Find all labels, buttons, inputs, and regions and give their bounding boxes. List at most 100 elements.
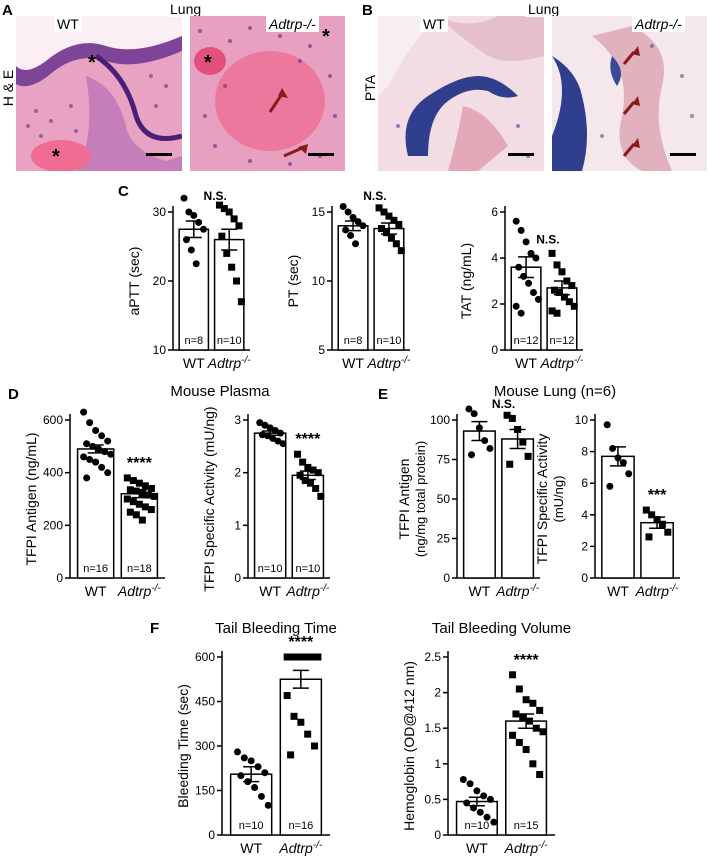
data-point-ko (522, 696, 530, 704)
data-point-ko (218, 232, 226, 240)
data-point-ko (304, 730, 312, 738)
y-axis-label: aPTT (sec) (126, 247, 142, 316)
he-tissue-label: Lung (167, 1, 205, 17)
y-tick-label: 1.5 (424, 721, 441, 735)
he-wt-texture (16, 16, 182, 171)
data-point-ko (293, 450, 301, 458)
panel-a-letter: A (2, 2, 13, 19)
data-point-ko (309, 466, 317, 474)
data-point-ko (301, 477, 309, 485)
scale-bar (146, 153, 172, 156)
data-point-ko (233, 277, 241, 285)
n-label: n=10 (239, 820, 264, 832)
y-tick-label: 6 (491, 205, 498, 219)
data-point-ko (237, 298, 245, 306)
data-point-ko (380, 208, 388, 216)
data-point-wt (344, 208, 352, 216)
n-label: n=8 (184, 335, 203, 347)
data-point-ko (565, 298, 573, 306)
significance-label: **** (288, 634, 314, 651)
data-point-wt (512, 217, 520, 225)
data-point-wt (606, 482, 614, 490)
data-point-ko (514, 425, 522, 433)
pta-wt-label: WT (420, 16, 448, 32)
y-tick-label: 0 (581, 571, 588, 585)
data-point-ko (307, 653, 315, 661)
significance-label: N.S. (204, 189, 227, 203)
data-point-ko (387, 234, 395, 242)
y-tick-label: 100 (430, 413, 450, 427)
he-ko-texture (190, 16, 345, 171)
data-point-wt (261, 421, 269, 429)
data-point-ko (506, 460, 514, 468)
data-point-wt (486, 795, 494, 803)
data-point-ko (536, 770, 544, 778)
n-label: n=10 (217, 335, 242, 347)
x-tick-label: Adtrp-/- (285, 583, 330, 600)
data-point-wt (609, 444, 617, 452)
pta-tissue-label: Lung (525, 1, 563, 17)
y-tick-label: 10 (312, 274, 326, 288)
data-point-ko (382, 229, 390, 237)
data-point-wt (256, 419, 264, 427)
data-point-wt (459, 775, 467, 783)
data-point-wt (525, 279, 533, 287)
data-point-ko (129, 477, 137, 485)
x-tick-label: WT (466, 840, 488, 856)
y-tick-label: 6 (581, 476, 588, 490)
y-tick-label: 0 (234, 571, 241, 585)
bar (462, 430, 496, 579)
data-point-wt (534, 295, 542, 303)
data-point-wt (264, 801, 272, 809)
data-point-ko (138, 490, 146, 498)
significance-label: N.S. (492, 397, 515, 411)
data-point-ko (123, 474, 131, 482)
n-label: n=10 (295, 563, 320, 575)
y-tick-label: 450 (195, 695, 215, 709)
x-tick-label: Adtrp-/- (366, 355, 411, 372)
y-tick-label: 10 (575, 413, 589, 427)
pta-wt-texture (378, 16, 544, 171)
data-point-ko (147, 506, 155, 514)
data-point-ko (138, 516, 146, 524)
data-point-wt (190, 211, 198, 219)
data-point-wt (468, 451, 476, 459)
n-label: n=18 (127, 563, 152, 575)
mouse-lung-title: Mouse Lung (n=6) (493, 383, 617, 400)
data-point-ko (293, 653, 301, 661)
data-point-wt (625, 470, 633, 478)
data-point-wt (80, 408, 88, 416)
y-axis-label: TFPI Antigen (ng/mL) (23, 432, 39, 565)
bar (178, 228, 210, 351)
data-point-ko (512, 710, 520, 718)
y-tick-label: 0 (443, 571, 450, 585)
x-tick-label: WT (183, 355, 205, 371)
y-axis-label-unit: (mU/ng) (551, 476, 566, 523)
panel-b-letter: B (362, 2, 373, 19)
significance-label: N.S. (536, 232, 559, 246)
y-axis-label: Hemoglobin (OD@412 nm) (401, 661, 417, 831)
data-point-wt (490, 818, 498, 826)
data-point-ko (525, 717, 533, 725)
data-point-wt (95, 445, 103, 453)
data-point-wt (347, 231, 355, 239)
data-point-wt (83, 440, 91, 448)
x-tick-label: WT (342, 355, 364, 371)
he-wt-image: WT * * (16, 16, 182, 171)
x-tick-label: Adtrp-/- (495, 583, 540, 600)
data-point-ko (385, 212, 393, 220)
y-tick-label: 50 (437, 492, 451, 506)
data-point-ko (395, 220, 403, 228)
data-point-ko (141, 482, 149, 490)
panel-d-letter: D (8, 386, 19, 403)
y-axis-label: PT (sec) (285, 255, 301, 308)
data-point-ko (123, 495, 131, 503)
y-tick-label: 600 (43, 413, 63, 427)
data-point-wt (258, 431, 266, 439)
data-point-wt (470, 804, 478, 812)
data-point-wt (92, 427, 100, 435)
data-point-ko (312, 484, 320, 492)
n-label: n=8 (344, 335, 363, 347)
y-tick-label: 300 (195, 739, 215, 753)
x-tick-label: Adtrp-/- (117, 583, 162, 600)
